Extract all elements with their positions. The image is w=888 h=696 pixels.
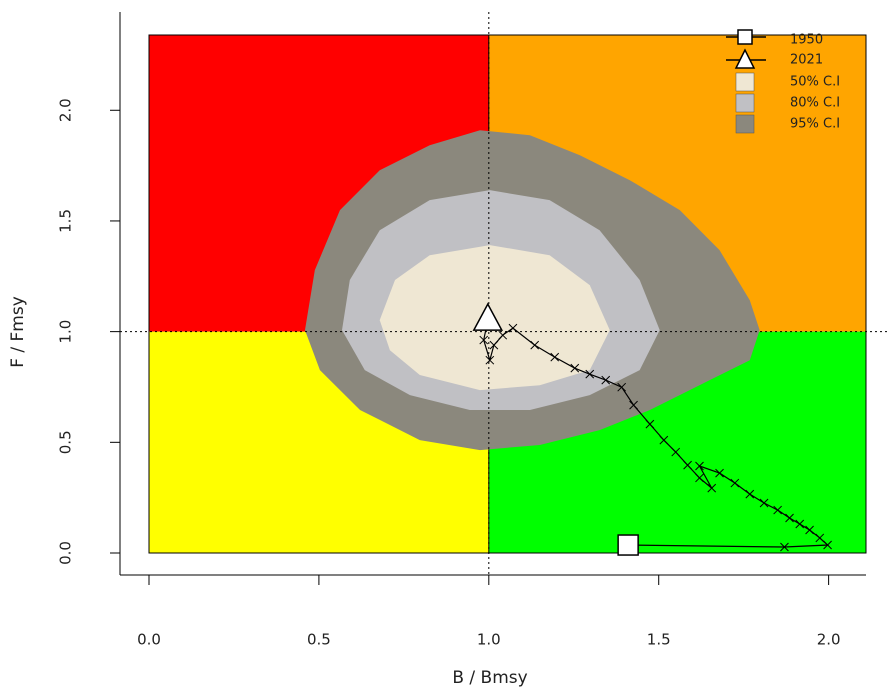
- trajectory-point: [550, 352, 560, 362]
- legend-label: 80% C.I: [790, 96, 840, 111]
- trajectory-point: [489, 340, 499, 350]
- trajectory-point: [759, 498, 769, 508]
- y-tick-label: 2.0: [57, 98, 75, 122]
- trajectory-point: [707, 483, 717, 493]
- trajectory-point: [585, 369, 595, 379]
- trajectory-point: [730, 478, 740, 488]
- trajectory-point: [683, 460, 692, 470]
- x-tick-label: 1.5: [647, 631, 671, 649]
- x-tick-label: 0.0: [137, 631, 161, 649]
- trajectory-point: [773, 505, 783, 515]
- y-tick-label: 1.0: [57, 320, 75, 344]
- legend-label: 2021: [790, 53, 823, 68]
- trajectory-point: [695, 461, 704, 471]
- trajectory-point: [815, 533, 825, 543]
- trajectory-point: [530, 340, 540, 350]
- y-tick-label: 1.5: [57, 209, 75, 233]
- trajectory-point: [617, 382, 627, 392]
- trajectory-point: [780, 542, 789, 552]
- trajectory-point: [508, 323, 518, 333]
- x-tick-label: 0.5: [307, 631, 331, 649]
- trajectory-point: [629, 400, 638, 410]
- plot-border: [148, 34, 867, 554]
- legend-start-marker: [737, 29, 753, 45]
- y-axis-title: F / Fmsy: [8, 296, 28, 368]
- trajectory-point: [823, 540, 832, 550]
- legend-label: 95% C.I: [790, 117, 840, 132]
- trajectory-point: [715, 468, 724, 478]
- trajectory-point: [570, 363, 580, 373]
- trajectory-point: [479, 335, 489, 345]
- trajectory-point: [485, 355, 495, 365]
- trajectory-point: [785, 513, 794, 523]
- trajectory-point: [805, 525, 814, 535]
- x-axis-title: B / Bmsy: [452, 668, 527, 688]
- x-tick-label: 2.0: [817, 631, 841, 649]
- legend-end-marker: [734, 48, 756, 69]
- legend-swatch: [735, 93, 755, 113]
- legend-swatch: [735, 114, 755, 134]
- trajectory-point: [659, 435, 669, 445]
- legend-label: 50% C.I: [790, 75, 840, 90]
- trajectory-point: [671, 447, 681, 457]
- x-tick-label: 1.0: [477, 631, 501, 649]
- trajectory-point: [695, 473, 704, 483]
- end-marker: [472, 302, 504, 331]
- start-marker: [617, 534, 639, 556]
- trajectory-point: [645, 419, 655, 429]
- y-tick-label: 0.0: [57, 541, 75, 565]
- trajectory-point: [601, 375, 611, 385]
- legend-label: 1950: [790, 33, 823, 48]
- trajectory-point: [795, 519, 805, 529]
- trajectory-point: [498, 330, 508, 340]
- legend-swatch: [735, 72, 755, 92]
- trajectory-point: [745, 489, 755, 499]
- y-tick-label: 0.5: [57, 430, 75, 454]
